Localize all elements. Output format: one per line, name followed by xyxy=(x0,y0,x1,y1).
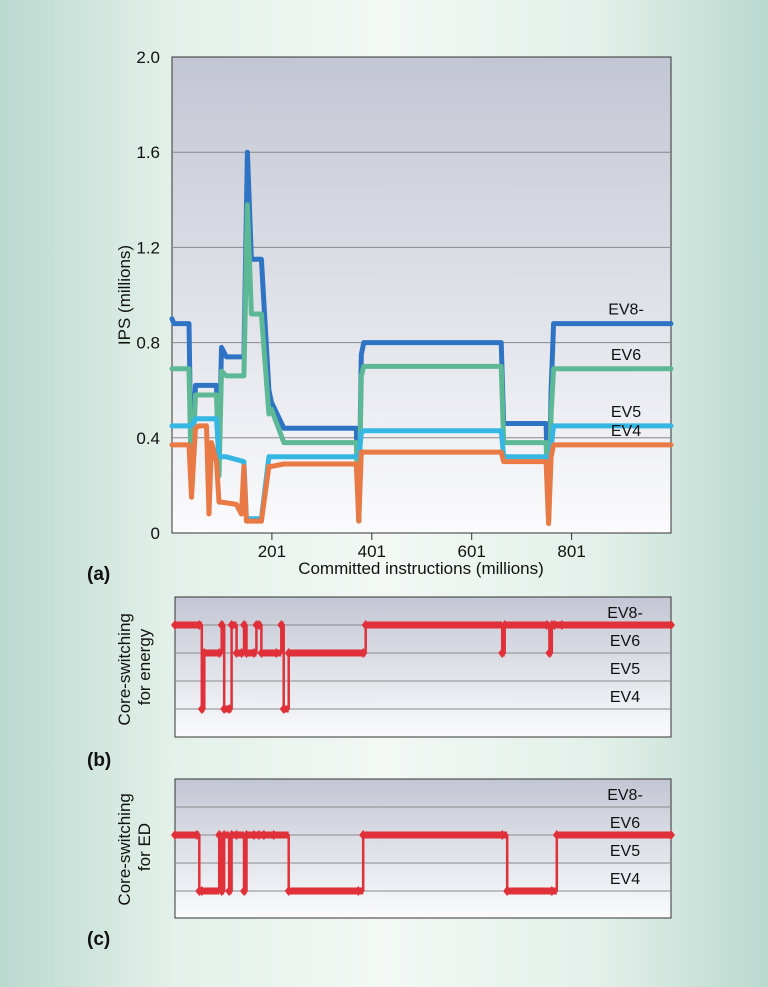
ed-switch-marker xyxy=(284,886,293,896)
ips-x-tick-label: 201 xyxy=(258,542,286,561)
energy-switch-marker xyxy=(550,620,559,630)
ips-chart: 0 0.4 0.8 1.2 1.6 2.0 201 401 601 801 EV8- EV6 EV5… xyxy=(87,48,674,585)
energy-switch-marker xyxy=(359,648,368,658)
ips-y-tick-label: 0.4 xyxy=(136,429,160,448)
energy-switch-marker xyxy=(272,648,281,658)
ips-y-tick-label: 0 xyxy=(151,524,160,543)
ed-switch-marker xyxy=(192,830,201,840)
energy-switch-marker xyxy=(195,620,204,630)
energy-switch-marker xyxy=(545,648,554,658)
energy-switch-marker xyxy=(225,704,234,714)
ed-level-label: EV4 xyxy=(610,871,640,888)
ed-switch-marker xyxy=(232,830,241,840)
energy-level-label: EV5 xyxy=(610,661,640,678)
energy-y-axis-title: Core-switching for energy xyxy=(115,608,154,725)
energy-switch-marker xyxy=(257,648,266,658)
ed-switch-marker xyxy=(242,830,251,840)
ips-y-tick-label: 2.0 xyxy=(136,48,160,67)
energy-level-label: EV6 xyxy=(610,633,640,650)
energy-switch-marker xyxy=(220,704,229,714)
energy-switch-marker xyxy=(197,704,206,714)
series-line-ev6 xyxy=(169,202,674,524)
energy-switch-marker xyxy=(284,648,293,658)
series-line-ev5 xyxy=(169,416,674,522)
energy-switch-marker xyxy=(498,648,507,658)
ed-switch-marker xyxy=(359,830,368,840)
ed-switch-marker xyxy=(197,886,206,896)
ips-x-tick-label: 601 xyxy=(458,542,486,561)
ed-level-label: EV6 xyxy=(610,815,640,832)
series-label-ev8: EV8- xyxy=(608,302,644,319)
energy-switch-marker xyxy=(279,704,288,714)
ips-y-tick-label: 0.8 xyxy=(136,334,160,353)
ed-switch-marker xyxy=(171,830,179,840)
ed-switch-marker xyxy=(240,886,249,896)
energy-switch-marker xyxy=(557,620,566,630)
ed-level-label: EV5 xyxy=(610,843,640,860)
ed-level-labels: EV8- EV6 EV5 EV4 xyxy=(607,787,643,888)
energy-switch-marker xyxy=(240,620,249,630)
energy-switch-marker xyxy=(171,620,179,630)
energy-switch-marker xyxy=(232,648,241,658)
panel-label-a: (a) xyxy=(87,564,110,585)
ed-plot-area xyxy=(174,778,672,919)
energy-switch-marker xyxy=(361,620,370,630)
ips-y-ticks: 0 0.4 0.8 1.2 1.6 2.0 xyxy=(136,48,160,543)
energy-level-label: EV4 xyxy=(610,689,640,706)
ed-switch-marker xyxy=(354,886,363,896)
energy-switch-marker xyxy=(249,648,258,658)
energy-switch-marker xyxy=(227,620,236,630)
ed-switch-marker xyxy=(667,830,675,840)
ed-switch-marker xyxy=(225,886,234,896)
ed-switching-chart: EV8- EV6 EV5 EV4 Core-switching for ED (c) xyxy=(87,778,675,950)
panel-label-b: (b) xyxy=(87,750,111,771)
ips-x-tick-label: 801 xyxy=(557,542,585,561)
ips-x-axis-title: Committed instructions (millions) xyxy=(298,559,544,578)
ed-level-label: EV8- xyxy=(607,787,643,804)
series-line-ev4 xyxy=(169,423,674,526)
ed-y-axis-title: Core-switching for ED xyxy=(115,788,154,905)
panel-label-c: (c) xyxy=(87,929,110,950)
ed-switch-marker xyxy=(215,830,224,840)
energy-switch-marker xyxy=(217,620,226,630)
ips-x-ticks: 201 401 601 801 xyxy=(258,533,586,561)
ed-switch-marker xyxy=(259,830,268,840)
ips-y-tick-label: 1.6 xyxy=(136,143,160,162)
ed-switch-marker xyxy=(503,886,512,896)
ed-switch-marker xyxy=(254,830,263,840)
energy-switch-marker xyxy=(215,648,224,658)
ips-y-axis-title: IPS (millions) xyxy=(115,245,134,345)
ed-switch-marker xyxy=(249,830,258,840)
ed-switch-marker xyxy=(269,830,278,840)
ips-x-tick-label: 401 xyxy=(358,542,386,561)
energy-switch-marker xyxy=(277,620,286,630)
ed-switch-marker xyxy=(217,886,226,896)
energy-switch-marker xyxy=(242,648,251,658)
energy-switching-series xyxy=(171,620,675,714)
ips-series xyxy=(169,149,674,526)
ed-switch-marker xyxy=(498,830,507,840)
energy-level-labels: EV8- EV6 EV5 EV4 xyxy=(607,605,643,706)
energy-switch-marker xyxy=(500,620,509,630)
energy-switch-marker xyxy=(667,620,675,630)
ed-switch-marker xyxy=(220,830,229,840)
energy-switch-marker xyxy=(254,620,263,630)
ed-switch-marker xyxy=(547,886,556,896)
energy-switch-marker xyxy=(542,620,551,630)
series-label-ev4: EV4 xyxy=(611,423,641,440)
energy-plot-area xyxy=(174,596,672,738)
energy-level-label: EV8- xyxy=(607,605,643,622)
ips-series-labels: EV8- EV6 EV5 EV4 xyxy=(608,302,644,440)
energy-switch-marker xyxy=(237,648,246,658)
ed-switching-series xyxy=(171,830,675,896)
series-label-ev6: EV6 xyxy=(611,347,641,364)
ed-switch-marker xyxy=(552,830,561,840)
energy-switch-marker xyxy=(200,648,209,658)
series-label-ev5: EV5 xyxy=(611,404,641,421)
ed-switch-marker xyxy=(227,830,236,840)
ips-y-tick-label: 1.2 xyxy=(136,238,160,257)
